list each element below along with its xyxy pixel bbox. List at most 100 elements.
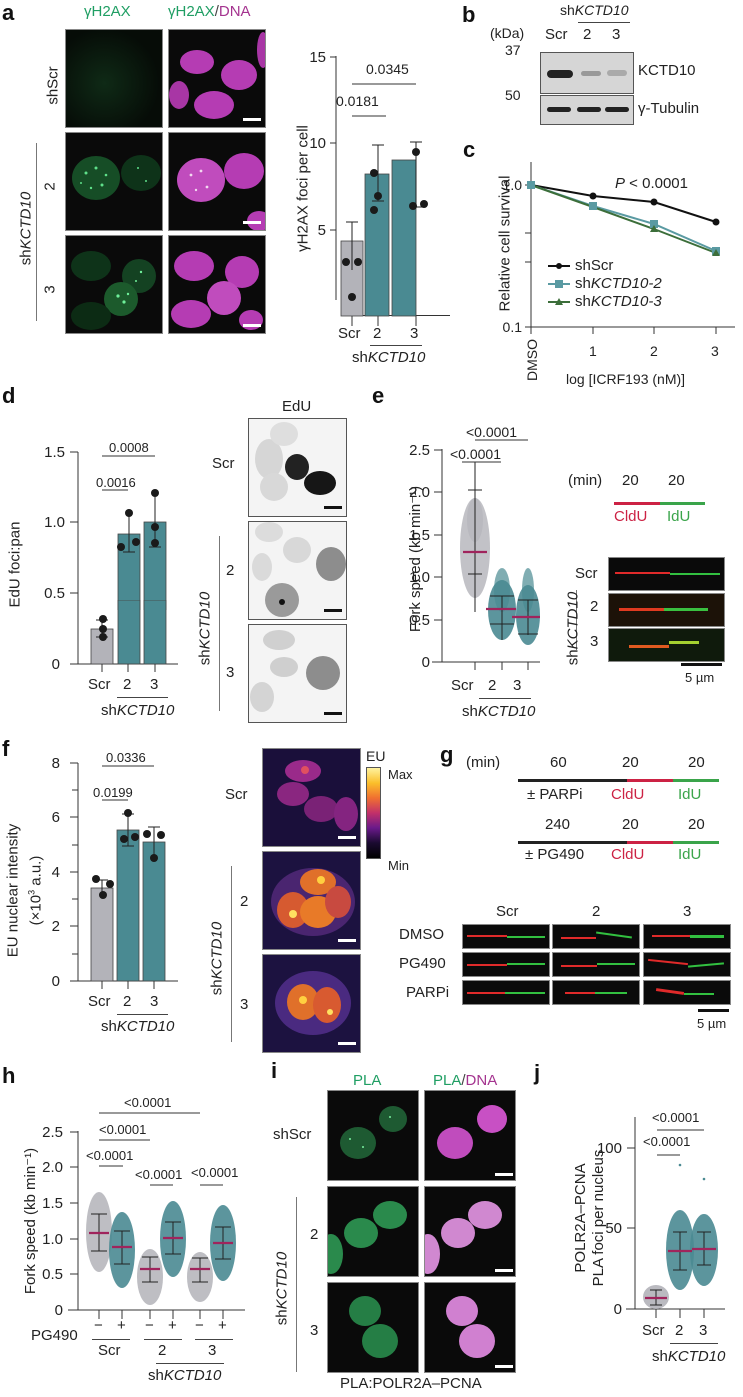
row-label-e-3: 3: [590, 633, 599, 650]
kda-label: (kDa): [490, 25, 525, 41]
xtick-e-scr: Scr: [451, 677, 474, 694]
xtick-j-2: 2: [675, 1322, 684, 1339]
scheme-g-unit: (min): [466, 754, 501, 771]
scheme-g-pre-bar-2: [518, 841, 627, 844]
image-header-edu: EdU: [282, 398, 312, 415]
svg-text:8: 8: [52, 755, 60, 772]
sign-h-4: +: [168, 1317, 177, 1334]
scheme-e-idu-bar: [660, 502, 705, 505]
scale-bar: [495, 1173, 513, 1176]
svg-text:1.0: 1.0: [409, 569, 430, 586]
row-label-i-shscr: shScr: [273, 1126, 312, 1143]
scheme-e-cldu: CldU: [614, 508, 648, 525]
scheme-g-dur-240: 240: [545, 816, 571, 833]
scheme-g-idu-1: IdU: [678, 786, 702, 803]
micrograph-i-3-merge: [424, 1282, 516, 1373]
group-line: [370, 345, 422, 346]
micrograph-i-3-pla: [327, 1282, 419, 1373]
row-label-d-scr: Scr: [212, 455, 235, 472]
col-header-i-pla: PLA: [353, 1072, 382, 1089]
row-label-d-2: 2: [226, 562, 235, 579]
panel-label-e: e: [372, 383, 385, 408]
svg-text:100: 100: [597, 1140, 622, 1157]
svg-text:15: 15: [309, 49, 326, 66]
col-header-i-merge: PLA/DNA: [433, 1072, 498, 1089]
band-label-tubulin: γ-Tubulin: [638, 100, 700, 117]
xtick-c-3: 3: [711, 343, 719, 359]
svg-text:1.5: 1.5: [42, 1195, 63, 1212]
micrograph-d-3: [248, 624, 347, 723]
group-bracket: [231, 866, 232, 1042]
fiber-g-dmso-2: [552, 924, 640, 949]
xtick-e-3: 3: [513, 677, 522, 694]
group-label-d-vertical: shKCTD10: [196, 591, 214, 666]
pvalue-j-2: <0.0001: [652, 1110, 700, 1125]
svg-text:1.5: 1.5: [409, 527, 430, 544]
micrograph-f-3: [262, 954, 361, 1053]
micrograph-a-2-gh2ax: [65, 132, 163, 231]
row-label-f-scr: Scr: [225, 786, 248, 803]
band-label-kctd10: KCTD10: [638, 62, 696, 79]
pvalue-h-3: <0.0001: [124, 1095, 172, 1110]
pvalue-d-2: 0.0008: [109, 440, 149, 455]
xtick-a-3: 3: [410, 325, 419, 342]
micrograph-a-3-gh2ax: [65, 235, 163, 334]
scale-bar: [338, 1042, 356, 1045]
lane-scr: Scr: [545, 26, 568, 43]
col-header-gh2ax: γH2AX: [84, 3, 131, 20]
xtick-f-2: 2: [123, 993, 132, 1010]
sign-h-3: −: [145, 1317, 154, 1334]
svg-text:0.5: 0.5: [409, 612, 430, 629]
group-h-3: 3: [208, 1342, 217, 1359]
group-label-e: shKCTD10: [462, 703, 536, 720]
scale-bar: [324, 506, 342, 509]
scale-bar-g: [698, 1009, 729, 1012]
micrograph-f-scr: [262, 748, 361, 847]
row-label-g-parpi: PARPi: [406, 984, 450, 1001]
sign-h-1: −: [94, 1317, 103, 1334]
pvalue-f-1: 0.0199: [93, 785, 133, 800]
fiber-e-3: [608, 628, 725, 662]
ylabel-a: γH2AX foci per cell: [294, 125, 312, 252]
xtick-f-3: 3: [150, 993, 159, 1010]
svg-text:0.5: 0.5: [44, 585, 65, 602]
scale-bar: [338, 836, 356, 839]
scheme-e-unit: (min): [568, 472, 603, 489]
group-label-d: shKCTD10: [101, 702, 175, 719]
col-header-g-2: 2: [592, 903, 601, 920]
chart-f-eu: 8 6 4 2 0: [52, 755, 178, 990]
row-label-g-pg490: PG490: [399, 955, 446, 972]
xtick-j-3: 3: [699, 1322, 708, 1339]
xtick-d-scr: Scr: [88, 676, 111, 693]
legend-shkctd10-3: shKCTD10-3: [575, 293, 662, 310]
svg-text:0: 0: [422, 654, 430, 670]
scheme-g-idu-bar-1: [673, 779, 719, 782]
chart-j-pla-foci: 100 50 0: [597, 1117, 725, 1318]
panel-label-j: j: [534, 1060, 541, 1085]
xtick-j-scr: Scr: [642, 1322, 665, 1339]
xtick-a-2: 2: [373, 325, 382, 342]
chart-e-fork-speed: 2.5 2.0 1.5 1.0 0.5 0: [409, 439, 540, 670]
svg-text:0: 0: [614, 1301, 622, 1318]
pvalue-a-1: 0.0181: [336, 93, 379, 109]
pvalue-h-2: <0.0001: [99, 1122, 147, 1137]
ylabel-e: Fork speed (kb min⁻¹): [407, 485, 424, 633]
colorbar-eu: [366, 767, 381, 859]
group-label-a: shKCTD10: [352, 349, 426, 366]
xtick-a-scr: Scr: [338, 325, 361, 342]
lane-2: 2: [583, 26, 592, 43]
colorbar-max: Max: [388, 767, 413, 782]
xtick-d-2: 2: [123, 676, 132, 693]
panel-label-h: h: [2, 1063, 16, 1088]
blot-tubulin: [540, 95, 634, 125]
micrograph-d-scr: [248, 418, 347, 517]
group-bracket: [576, 590, 577, 650]
sign-h-2: +: [117, 1317, 126, 1334]
group-bracket: [296, 1197, 297, 1372]
pvalue-h-4: <0.0001: [135, 1167, 183, 1182]
marker-37: 37: [505, 42, 521, 58]
micrograph-i-shscr-pla: [327, 1090, 419, 1181]
chart-d-edu: 1.5 1.0 0.5: [44, 444, 167, 610]
pvalue-h-1: <0.0001: [86, 1148, 134, 1163]
scheme-e-dur-1: 20: [622, 472, 639, 489]
